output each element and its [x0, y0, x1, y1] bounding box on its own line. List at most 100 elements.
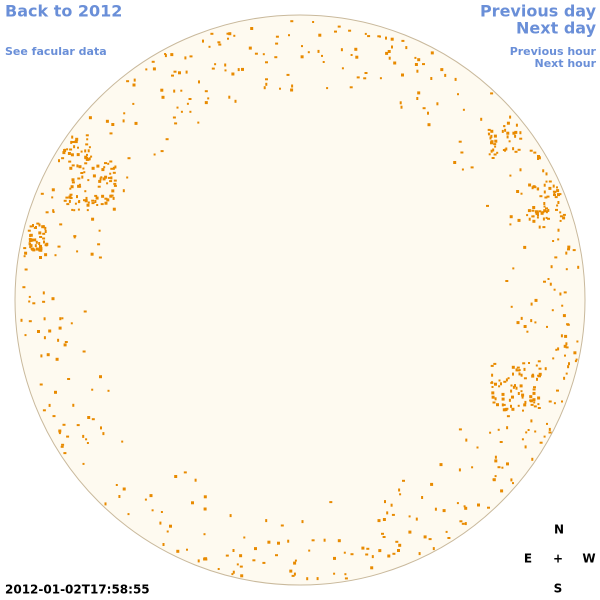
facula: [509, 223, 512, 226]
facula: [24, 268, 28, 271]
facula: [94, 200, 97, 203]
facula: [91, 217, 95, 221]
facula: [149, 494, 153, 498]
facula: [265, 61, 268, 64]
facula: [88, 116, 92, 120]
facula: [203, 533, 206, 536]
facula: [348, 29, 352, 32]
facula: [71, 178, 75, 182]
next-hour-link[interactable]: Next hour: [535, 57, 597, 70]
facula: [83, 310, 87, 313]
facula: [84, 162, 88, 165]
facula: [109, 180, 113, 183]
facula: [491, 373, 494, 377]
facula: [494, 455, 497, 459]
facula: [151, 509, 154, 512]
facula: [537, 374, 541, 377]
next-day-link[interactable]: Next day: [516, 19, 597, 38]
facula: [523, 367, 526, 371]
facula: [286, 73, 290, 76]
facula: [165, 138, 169, 141]
facula: [51, 188, 55, 192]
back-link[interactable]: Back to 2012: [5, 2, 122, 21]
facula: [464, 506, 468, 510]
facula: [57, 338, 60, 342]
facula: [519, 131, 522, 135]
facula: [526, 214, 529, 217]
facula: [539, 441, 543, 444]
facula: [512, 385, 515, 389]
facula: [545, 210, 548, 214]
previous-day-link[interactable]: Previous day: [480, 2, 597, 21]
facula: [545, 180, 548, 183]
facula: [534, 298, 538, 302]
facula: [533, 151, 537, 154]
facula: [476, 446, 479, 449]
facula: [488, 133, 491, 136]
facula: [432, 547, 435, 551]
facula: [241, 67, 244, 71]
facula: [490, 134, 493, 138]
compass-north: N: [554, 523, 564, 537]
facula: [512, 372, 514, 376]
facula: [501, 397, 505, 401]
facula: [545, 172, 548, 176]
facula: [536, 377, 538, 381]
facula: [232, 549, 235, 552]
facula: [77, 146, 79, 149]
facula: [90, 252, 94, 256]
facula: [506, 121, 510, 125]
facula: [464, 522, 467, 526]
facula: [553, 402, 556, 405]
facula: [82, 434, 85, 438]
facula: [85, 143, 89, 146]
facula: [387, 554, 391, 558]
facula: [509, 174, 512, 177]
facula: [414, 63, 418, 66]
facula: [288, 34, 290, 37]
facula: [344, 573, 347, 576]
facula: [553, 288, 556, 291]
facula: [492, 401, 496, 404]
facula: [444, 73, 447, 77]
facula: [99, 375, 102, 379]
facular-link[interactable]: See facular data: [5, 45, 107, 58]
previous-hour-link[interactable]: Previous hour: [510, 45, 597, 58]
facula: [107, 176, 111, 179]
facula: [73, 145, 76, 149]
facula: [84, 190, 87, 193]
facula: [531, 186, 534, 190]
facula: [80, 150, 83, 153]
facula: [527, 209, 531, 213]
facula: [38, 231, 42, 235]
facula: [186, 548, 188, 551]
facula: [556, 389, 559, 392]
facula: [99, 177, 102, 181]
facula: [22, 286, 26, 289]
facula: [504, 128, 507, 132]
facula: [521, 438, 524, 441]
facula: [180, 89, 183, 92]
facula: [170, 53, 174, 57]
facula: [507, 377, 510, 380]
facula: [151, 60, 155, 63]
facula: [491, 395, 495, 399]
facula: [203, 507, 207, 511]
facula: [301, 45, 303, 48]
facula: [387, 50, 391, 53]
facula: [377, 519, 381, 523]
facula: [519, 137, 523, 140]
facula: [557, 347, 560, 351]
facula: [232, 570, 235, 574]
facula: [354, 47, 358, 51]
facula: [113, 179, 117, 182]
facula: [447, 537, 451, 539]
facula: [501, 129, 504, 133]
facula: [110, 176, 113, 180]
facula: [356, 76, 360, 79]
facula: [508, 398, 511, 402]
facula: [32, 239, 36, 241]
facula: [198, 80, 200, 84]
facula: [576, 340, 579, 343]
facula: [522, 362, 526, 365]
